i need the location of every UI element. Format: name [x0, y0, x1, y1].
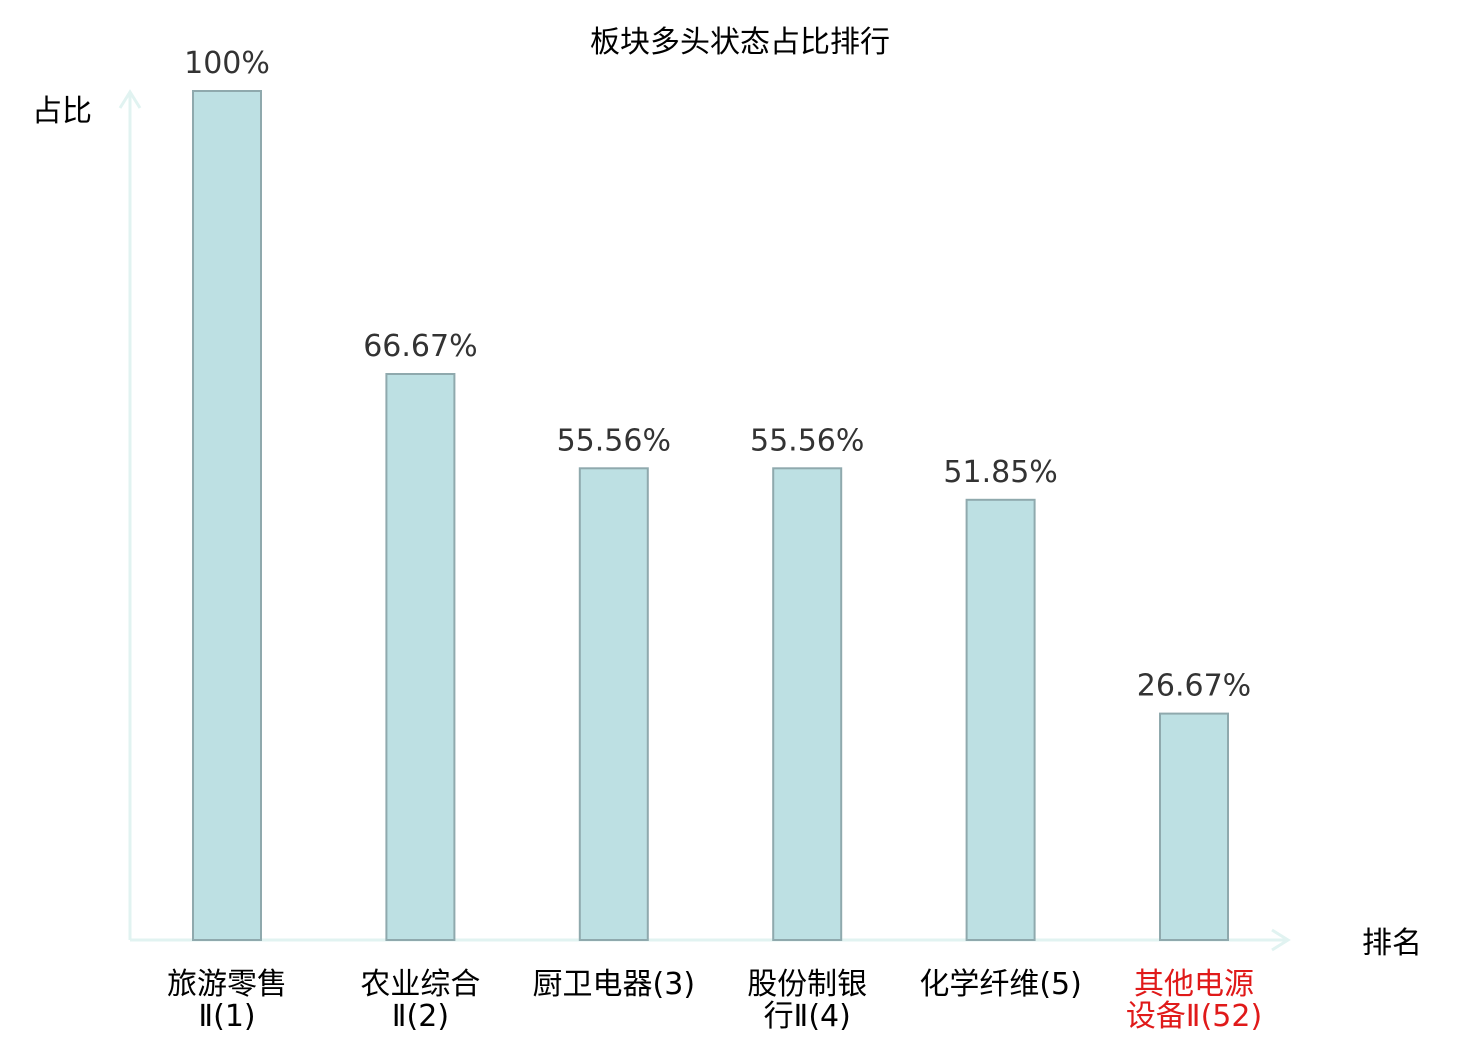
category-label: 旅游零售 Ⅱ(1) [167, 967, 287, 1034]
bar [192, 90, 262, 941]
category-label-line: 旅游零售 [167, 967, 287, 1002]
category-label: 股份制银行Ⅱ(4) [747, 967, 867, 1034]
bar [1159, 712, 1229, 941]
value-label: 55.56% [750, 423, 864, 458]
category-label-line: 行Ⅱ(4) [764, 999, 851, 1034]
bar [772, 467, 843, 941]
bar [578, 467, 649, 941]
axes [118, 89, 1291, 952]
category-label: 化学纤维(5) [919, 967, 1082, 1002]
category-label-line: 股份制银 [747, 967, 867, 1002]
category-label-line: 化学纤维(5) [919, 967, 1082, 1002]
value-label: 55.56% [557, 423, 671, 458]
value-labels-group: 100% 66.67% 55.56% 55.56% 51.85% 26.67% [184, 46, 1251, 704]
y-axis-arrow-icon [118, 89, 142, 109]
category-label: 其他电源设备Ⅱ(52) [1126, 967, 1262, 1034]
value-label: 51.85% [943, 455, 1057, 490]
category-label-line: 农业综合 [360, 967, 480, 1002]
category-label-line: Ⅱ(1) [198, 999, 255, 1034]
chart-title: 板块多头状态占比排行 [590, 25, 890, 60]
category-label-line: 设备Ⅱ(52) [1126, 999, 1262, 1034]
bar [965, 498, 1036, 941]
y-axis-label: 占比 [32, 94, 92, 129]
category-label-line: 其他电源 [1134, 967, 1254, 1002]
value-label: 26.67% [1137, 669, 1251, 704]
x-axis-arrow-icon [1271, 928, 1291, 952]
value-label: 66.67% [363, 329, 477, 364]
category-label: 农业综合 Ⅱ(2) [360, 967, 480, 1034]
category-label: 厨卫电器(3) [533, 967, 696, 1002]
bars-group [192, 90, 1229, 941]
category-label-line: Ⅱ(2) [392, 999, 449, 1034]
x-axis-label: 排名 [1362, 926, 1422, 961]
category-labels-group: 旅游零售 Ⅱ(1) 农业综合 Ⅱ(2) 厨卫电器(3) 股份制银行Ⅱ(4) 化学纤维(5) 其… [167, 967, 1262, 1034]
bar [385, 373, 456, 941]
category-label-line: 厨卫电器(3) [533, 967, 696, 1002]
value-label: 100% [184, 46, 270, 81]
